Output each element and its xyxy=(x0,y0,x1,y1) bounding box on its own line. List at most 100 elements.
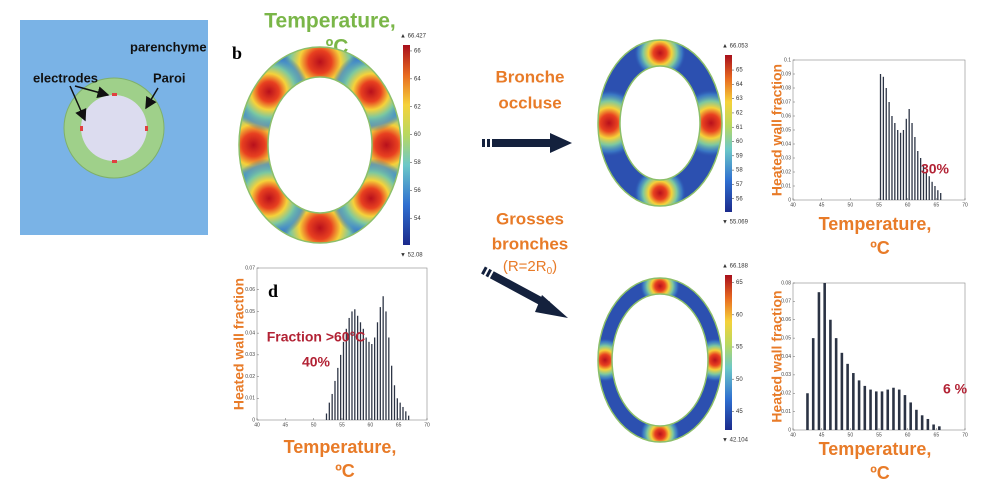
x-tick-label: 40 xyxy=(790,202,796,208)
colorbar-tick-label: 65 xyxy=(736,280,743,286)
y-tick-label: 0.02 xyxy=(245,374,255,380)
histogram-bar xyxy=(806,393,809,430)
x-tick-label: 45 xyxy=(819,432,825,438)
label-wall: Paroi xyxy=(153,70,186,85)
x-tick-label: 40 xyxy=(790,432,796,438)
colorbar-tick-label: 45 xyxy=(736,409,743,415)
histogram-bar xyxy=(888,102,889,200)
histogram-bar xyxy=(892,388,895,430)
y-tick-label: 0.01 xyxy=(245,396,255,402)
histogram-bar xyxy=(408,416,409,420)
colorbar-max: ▲ 66.053 xyxy=(722,44,749,50)
colorbar-tick-label: 56 xyxy=(736,196,743,202)
histogram-bar xyxy=(932,424,935,430)
x-axis-unit: ºC xyxy=(335,461,355,479)
x-tick-label: 55 xyxy=(876,202,882,208)
x-tick-label: 50 xyxy=(848,202,854,208)
panel-letter: d xyxy=(268,281,278,301)
histogram-bar xyxy=(904,395,907,430)
histogram-bar xyxy=(366,337,367,420)
histogram-bar xyxy=(894,123,895,200)
radius-suffix: ) xyxy=(552,258,557,275)
histogram-bar xyxy=(343,342,344,420)
colorbar-tick-label: 60 xyxy=(736,312,743,318)
histogram-bar xyxy=(915,410,918,430)
panel-letter: b xyxy=(232,43,242,63)
hot-spot xyxy=(583,338,627,382)
histogram-bar xyxy=(841,353,844,430)
colorbar-tick-label: 61 xyxy=(736,125,743,131)
x-tick-label: 60 xyxy=(905,202,911,208)
histogram-bar xyxy=(383,296,384,420)
x-tick-label: 65 xyxy=(396,422,402,428)
colorbar xyxy=(403,45,410,245)
x-tick-label: 55 xyxy=(339,422,345,428)
arrow-bottom-line1: Grosses xyxy=(496,209,564,228)
histogram-bar xyxy=(374,337,375,420)
x-tick-label: 65 xyxy=(934,202,940,208)
y-tick-label: 0.1 xyxy=(784,57,791,63)
histogram-bar xyxy=(846,364,849,430)
histogram-bar xyxy=(385,311,386,420)
x-tick-label: 50 xyxy=(848,432,854,438)
histogram-bar xyxy=(337,368,338,420)
histogram-bar xyxy=(880,74,881,200)
y-axis-label: Heated wall fraction xyxy=(231,278,247,410)
lumen-circle xyxy=(81,95,147,161)
x-axis-label: Temperature, xyxy=(819,214,932,234)
histogram-bar xyxy=(402,407,403,420)
colorbar-tick-label: 66 xyxy=(414,49,421,55)
x-tick-label: 70 xyxy=(962,202,968,208)
histogram-bar xyxy=(883,77,884,200)
colorbar-min: ▼ 55.069 xyxy=(722,220,749,226)
histogram-bar xyxy=(914,137,915,200)
arrow-bottom xyxy=(483,270,568,318)
x-axis-label: Temperature, xyxy=(819,439,932,459)
histogram-bar xyxy=(940,193,941,200)
colorbar-tick-label: 62 xyxy=(736,111,743,117)
colorbar xyxy=(725,55,732,212)
histogram-bar xyxy=(332,394,333,420)
histogram-bar xyxy=(886,390,889,430)
y-tick-label: 0 xyxy=(788,427,791,433)
histogram-bar xyxy=(917,151,918,200)
colorbar-tick-label: 57 xyxy=(736,182,743,188)
histogram-bar xyxy=(391,366,392,420)
annotation: Fraction >60°C xyxy=(267,329,366,345)
colorbar-tick-label: 56 xyxy=(414,188,421,194)
histogram-bar xyxy=(938,426,941,430)
histogram-bar xyxy=(937,190,938,200)
arrow-top xyxy=(482,133,572,153)
histogram-bar xyxy=(334,381,335,420)
annotation: 6 % xyxy=(943,381,968,397)
histogram-bar xyxy=(394,385,395,420)
colorbar-tick-label: 58 xyxy=(414,160,421,166)
x-axis-unit: ºC xyxy=(870,463,890,479)
x-tick-label: 70 xyxy=(424,422,430,428)
x-axis-label: Temperature, xyxy=(284,437,397,457)
histogram-bar xyxy=(351,311,352,420)
x-tick-label: 65 xyxy=(934,432,940,438)
histogram-bar xyxy=(329,403,330,420)
histogram-bar xyxy=(929,176,930,200)
x-tick-label: 40 xyxy=(254,422,260,428)
colorbar-min: ▼ 42.104 xyxy=(722,438,749,444)
figure: parenchyme electrodes Paroi b Temperatur… xyxy=(0,0,989,479)
histogram-bar xyxy=(911,123,912,200)
label-region: parenchyme xyxy=(130,39,207,54)
histogram-bar xyxy=(869,390,872,430)
histogram-bar xyxy=(906,119,907,200)
x-tick-label: 45 xyxy=(283,422,289,428)
histogram-bar xyxy=(400,403,401,420)
y-tick-label: 0 xyxy=(252,417,255,423)
histogram-bar xyxy=(829,320,832,430)
y-tick-label: 0 xyxy=(788,197,791,203)
colorbar-tick-label: 58 xyxy=(736,168,743,174)
arrow-top-line1: Bronche xyxy=(496,67,565,86)
histogram-bar xyxy=(881,391,884,430)
histogram-bar xyxy=(326,413,327,420)
y-tick-label: 0.08 xyxy=(781,280,791,286)
x-tick-label: 70 xyxy=(962,432,968,438)
annotation: 40% xyxy=(302,354,331,370)
hot-spot xyxy=(677,89,745,157)
